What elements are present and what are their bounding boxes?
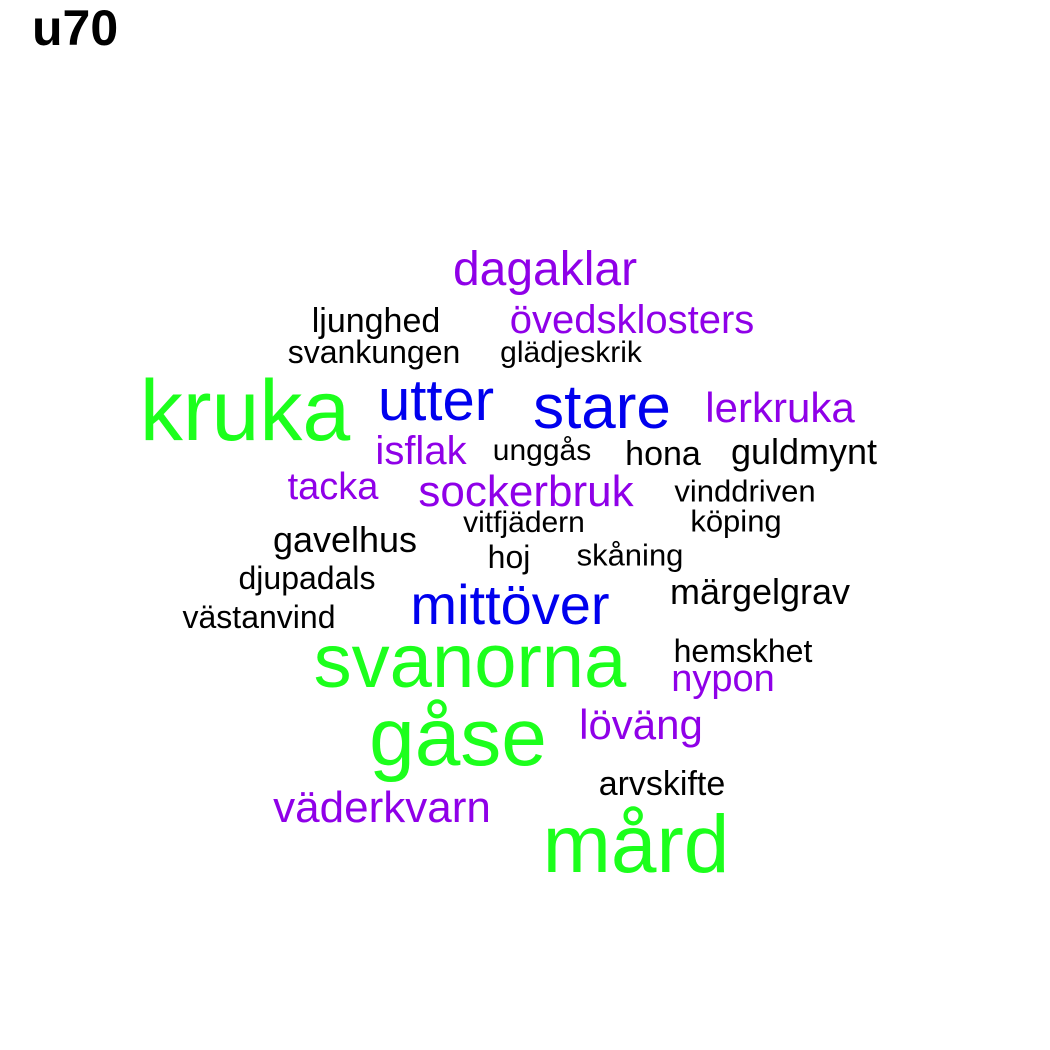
word-11: tacka <box>287 466 379 508</box>
word-2: gåse <box>369 692 547 783</box>
word-8: övedsklosters <box>509 298 755 342</box>
word-3: mård <box>542 799 730 890</box>
word-17: svankungen <box>287 334 461 370</box>
word-13: nypon <box>671 658 775 700</box>
plot-title: u70 <box>32 0 119 56</box>
word-15: väderkvarn <box>273 783 491 832</box>
word-28: djupadals <box>238 560 376 596</box>
word-25: gavelhus <box>272 519 418 560</box>
word-27: skåning <box>576 537 684 573</box>
word-7: dagaklar <box>452 243 638 296</box>
word-18: glädjeskrik <box>500 336 642 369</box>
word-20: hona <box>625 435 701 473</box>
word-21: guldmynt <box>730 431 878 472</box>
word-9: lerkruka <box>705 384 855 431</box>
word-29: märgelgrav <box>669 571 851 612</box>
word-5: stare <box>533 373 671 442</box>
word-32: arvskifte <box>598 765 726 803</box>
word-16: ljunghed <box>311 302 441 340</box>
word-30: västanvind <box>182 599 336 635</box>
word-1: svanorna <box>313 619 627 704</box>
word-22: vinddriven <box>674 473 816 509</box>
word-14: löväng <box>579 701 703 748</box>
word-31: hemskhet <box>673 633 813 669</box>
word-6: mittöver <box>410 573 610 636</box>
word-4: utter <box>377 368 495 433</box>
word-19: unggås <box>492 434 592 467</box>
word-12: sockerbruk <box>418 467 634 516</box>
word-24: vitfjädern <box>463 506 585 539</box>
word-0: kruka <box>139 363 351 459</box>
word-26: hoj <box>487 539 531 575</box>
word-23: köping <box>690 503 782 539</box>
word-10: isflak <box>375 429 467 473</box>
